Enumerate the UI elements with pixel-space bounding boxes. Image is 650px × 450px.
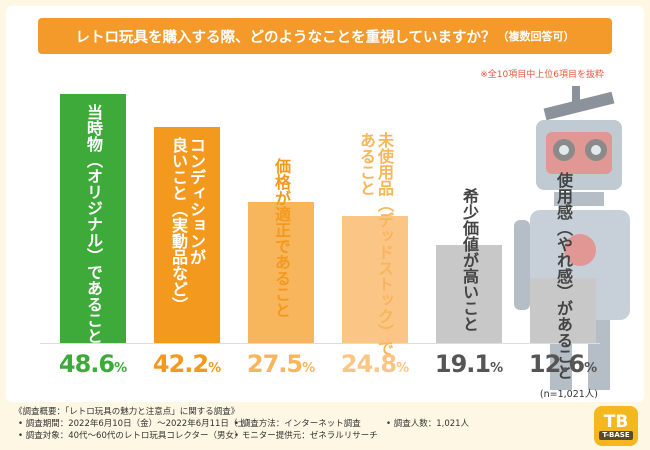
footer-period: • 調査期間：2022年6月10日（金）～2022年6月11日（土） <box>18 419 255 429</box>
bar-2 <box>154 126 220 343</box>
bar-4 <box>342 216 408 343</box>
value-label-1: 48.6% <box>48 350 138 378</box>
title-main: レトロ玩具を購入する際、どのようなことを重視していますか？ <box>75 29 496 46</box>
bar-1 <box>60 94 126 343</box>
logo-text: T-BASE <box>599 430 633 440</box>
bar-label-2: コンディションが 良いこと（実動品など） <box>169 136 206 313</box>
bar-5 <box>436 245 502 343</box>
bar-6 <box>530 278 596 343</box>
logo-mark: TB <box>603 411 629 432</box>
footer-provider: • モニター提供元：ゼネラルリサーチ <box>234 431 378 441</box>
value-label-3: 27.5% <box>236 350 326 378</box>
value-unit-3: % <box>302 361 316 376</box>
bar-3 <box>248 202 314 343</box>
value-unit-2: % <box>208 361 222 376</box>
footer-target: • 調査対象：40代～60代のレトロ玩具コレクター（男女） <box>18 431 243 441</box>
value-number-1: 48.6 <box>58 350 115 378</box>
bar-label-4: 未使用品（デッドストック）で あること <box>357 132 394 357</box>
value-label-6: 12.6% <box>518 350 608 378</box>
value-unit-5: % <box>490 361 504 376</box>
chart-baseline <box>40 343 600 344</box>
note-text: ※全10項目中上位6項目を抜粋 <box>480 70 604 80</box>
footer-count: • 調査人数：1,021人 <box>386 419 470 429</box>
footer-survey-name: 《調査概要：「レトロ玩具の魅力と注意点」に関する調査》 <box>14 407 240 417</box>
value-label-4: 24.8% <box>330 350 420 378</box>
value-number-2: 42.2 <box>152 350 209 378</box>
value-number-4: 24.8 <box>340 350 397 378</box>
bar-label-5: 希少価値が高いこと <box>460 188 479 332</box>
value-number-3: 27.5 <box>246 350 303 378</box>
chart-title: レトロ玩具を購入する際、どのようなことを重視していますか？ （複数回答可） <box>38 18 612 54</box>
value-number-6: 12.6 <box>528 350 585 378</box>
value-unit-6: % <box>584 361 598 376</box>
title-suffix: （複数回答可） <box>497 30 575 43</box>
value-label-5: 19.1% <box>424 350 514 378</box>
bar-label-1: 当時物（オリジナル）であること <box>84 104 103 345</box>
tbase-logo: TB T-BASE <box>594 406 638 446</box>
value-unit-1: % <box>114 361 128 376</box>
bar-label-6: 使用感（やれ感）があること <box>554 172 573 380</box>
footer-method: • 調査方法：インターネット調査 <box>234 419 361 429</box>
value-label-2: 42.2% <box>142 350 232 378</box>
value-unit-4: % <box>396 361 410 376</box>
bar-label-3: 価格が適正であること <box>272 158 291 318</box>
sample-size-label: (n=1,021人) <box>539 389 598 400</box>
value-number-5: 19.1 <box>434 350 491 378</box>
